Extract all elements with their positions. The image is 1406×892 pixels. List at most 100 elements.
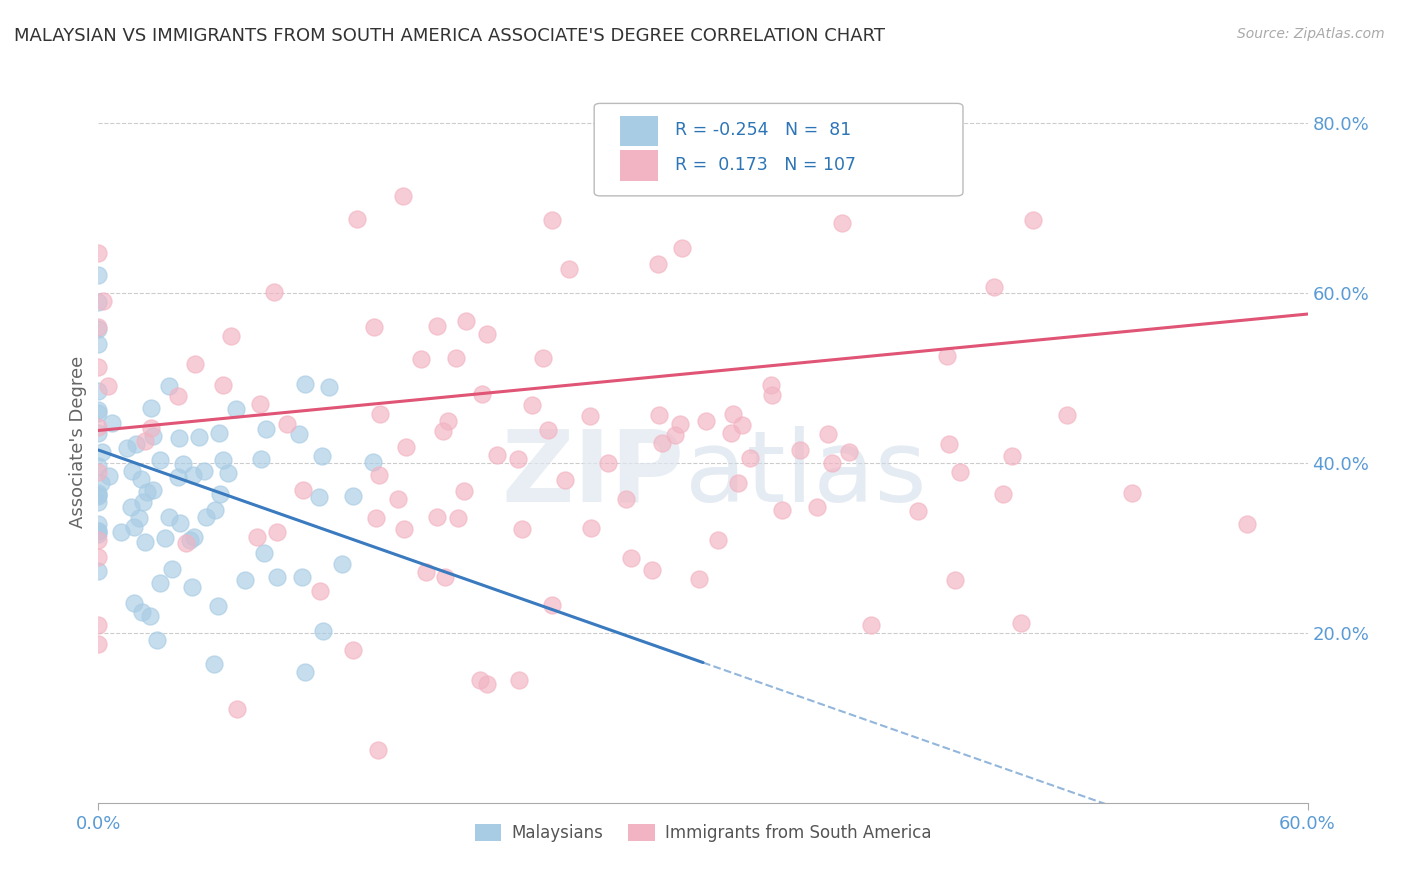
- Point: [87, 527, 110, 541]
- Point: [253, 546, 276, 560]
- Point: [540, 212, 562, 227]
- Point: [188, 430, 211, 444]
- Point: [87, 533, 110, 547]
- Point: [426, 509, 449, 524]
- Point: [263, 285, 285, 299]
- Point: [254, 422, 277, 436]
- Point: [174, 536, 197, 550]
- FancyBboxPatch shape: [620, 116, 658, 146]
- Point: [367, 468, 389, 483]
- Point: [394, 440, 416, 454]
- Point: [233, 573, 256, 587]
- Point: [288, 426, 311, 441]
- Point: [87, 359, 110, 374]
- Point: [983, 279, 1005, 293]
- Point: [368, 407, 391, 421]
- Point: [620, 551, 643, 566]
- Point: [821, 456, 844, 470]
- Point: [614, 492, 637, 507]
- Point: [364, 511, 387, 525]
- Point: [129, 472, 152, 486]
- Point: [157, 379, 180, 393]
- Text: ZIP: ZIP: [502, 425, 685, 523]
- Point: [1121, 486, 1143, 500]
- Point: [128, 510, 150, 524]
- Point: [475, 327, 498, 342]
- Text: atlas: atlas: [685, 425, 927, 523]
- Point: [97, 469, 120, 483]
- Point: [647, 257, 669, 271]
- Point: [938, 437, 960, 451]
- Point: [1236, 517, 1258, 532]
- Point: [346, 211, 368, 226]
- Point: [136, 484, 159, 499]
- Point: [87, 489, 110, 503]
- Point: [309, 583, 332, 598]
- Point: [770, 503, 793, 517]
- Point: [292, 483, 315, 497]
- Point: [204, 657, 226, 671]
- Point: [207, 599, 229, 613]
- Point: [172, 457, 194, 471]
- Point: [936, 349, 959, 363]
- Point: [225, 702, 247, 716]
- Point: [153, 532, 176, 546]
- Point: [97, 379, 120, 393]
- Point: [648, 409, 671, 423]
- Point: [727, 476, 749, 491]
- Point: [149, 452, 172, 467]
- Point: [160, 562, 183, 576]
- Point: [87, 337, 110, 351]
- Point: [101, 417, 124, 431]
- Point: [1022, 212, 1045, 227]
- Point: [87, 517, 110, 532]
- Point: [167, 470, 190, 484]
- Point: [921, 161, 943, 175]
- Point: [169, 516, 191, 531]
- Point: [121, 464, 143, 478]
- Point: [90, 445, 112, 459]
- Point: [87, 565, 110, 579]
- Point: [87, 488, 110, 502]
- Point: [342, 489, 364, 503]
- Point: [208, 426, 231, 441]
- Point: [444, 351, 467, 365]
- Point: [139, 420, 162, 434]
- Point: [668, 417, 690, 431]
- Point: [250, 452, 273, 467]
- Point: [90, 475, 112, 490]
- Point: [1010, 615, 1032, 630]
- Point: [318, 380, 340, 394]
- Point: [180, 580, 202, 594]
- Point: [1056, 408, 1078, 422]
- Legend: Malaysians, Immigrants from South America: Malaysians, Immigrants from South Americ…: [468, 817, 938, 848]
- Point: [688, 573, 710, 587]
- Point: [731, 418, 754, 433]
- Point: [87, 495, 110, 509]
- Point: [949, 465, 972, 479]
- Point: [193, 464, 215, 478]
- Point: [520, 398, 543, 412]
- Point: [87, 425, 110, 440]
- Point: [266, 570, 288, 584]
- Point: [312, 624, 335, 639]
- Point: [342, 643, 364, 657]
- Point: [554, 473, 576, 487]
- Point: [246, 530, 269, 544]
- Text: MALAYSIAN VS IMMIGRANTS FROM SOUTH AMERICA ASSOCIATE'S DEGREE CORRELATION CHART: MALAYSIAN VS IMMIGRANTS FROM SOUTH AMERI…: [14, 27, 884, 45]
- Point: [831, 216, 853, 230]
- Point: [330, 557, 353, 571]
- Point: [993, 487, 1015, 501]
- Point: [695, 414, 717, 428]
- Point: [87, 465, 110, 479]
- Point: [789, 442, 811, 457]
- Point: [183, 468, 205, 483]
- Point: [87, 403, 110, 417]
- Point: [142, 483, 165, 497]
- Point: [817, 427, 839, 442]
- Point: [122, 519, 145, 533]
- Point: [1000, 450, 1022, 464]
- Point: [87, 384, 110, 399]
- Point: [212, 453, 235, 467]
- Point: [721, 407, 744, 421]
